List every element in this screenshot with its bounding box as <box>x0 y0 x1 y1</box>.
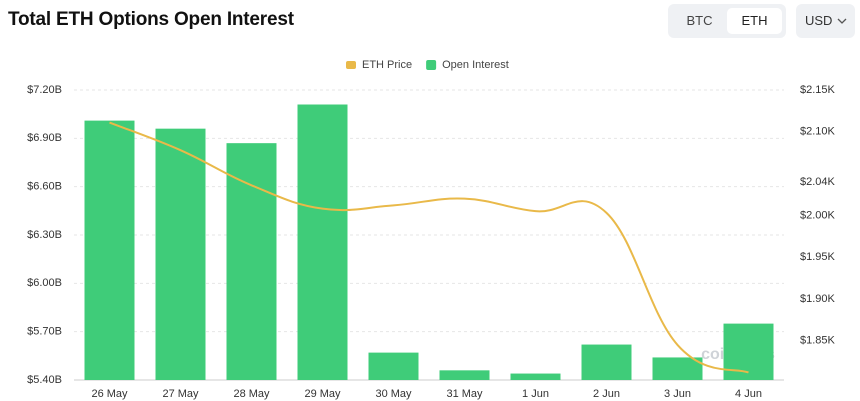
legend-swatch <box>346 61 356 69</box>
y-tick-label: $6.90B <box>27 132 62 144</box>
x-tick-label: 3 Jun <box>664 388 691 400</box>
y-tick-label: $6.00B <box>27 277 62 289</box>
x-tick-label: 1 Jun <box>522 388 549 400</box>
eth-tab[interactable]: ETH <box>727 8 782 34</box>
y2-tick-label: $2.00K <box>800 209 836 221</box>
bar <box>155 128 206 380</box>
y2-tick-label: $1.85K <box>800 335 836 347</box>
x-tick-label: 27 May <box>162 388 199 400</box>
y2-tick-label: $1.90K <box>800 293 836 305</box>
currency-label: USD <box>805 13 833 28</box>
x-tick-label: 26 May <box>91 388 128 400</box>
y-tick-label: $7.20B <box>27 84 62 96</box>
page-title: Total ETH Options Open Interest <box>8 9 294 30</box>
bar <box>510 373 561 380</box>
x-tick-label: 30 May <box>375 388 412 400</box>
y-tick-label: $6.30B <box>27 229 62 241</box>
y2-tick-label: $2.04K <box>800 176 836 188</box>
y-tick-label: $5.70B <box>27 326 62 338</box>
bar <box>581 344 632 380</box>
bar <box>297 104 348 380</box>
y-tick-label: $6.60B <box>27 181 62 193</box>
bar <box>439 370 490 380</box>
dropdown-arrow <box>837 18 847 24</box>
bar <box>368 352 419 380</box>
x-tick-label: 28 May <box>233 388 270 400</box>
coin-toggle: BTC ETH <box>668 4 786 38</box>
x-tick-label: 31 May <box>446 388 483 400</box>
y2-tick-label: $2.10K <box>800 126 836 138</box>
bar <box>226 143 277 380</box>
price-line <box>109 121 749 374</box>
bar <box>84 120 135 380</box>
currency-select[interactable]: USD <box>796 4 855 38</box>
x-tick-label: 29 May <box>304 388 341 400</box>
y-tick-label: $5.40B <box>27 374 62 386</box>
btc-tab[interactable]: BTC <box>686 13 713 28</box>
y2-tick-label: $2.15K <box>800 84 836 96</box>
bar <box>652 357 703 380</box>
legend-label: Open Interest <box>442 59 509 71</box>
x-tick-label: 2 Jun <box>593 388 620 400</box>
legend-swatch <box>426 60 437 70</box>
y2-tick-label: $1.95K <box>800 251 836 263</box>
legend-label: ETH Price <box>362 59 412 71</box>
x-tick-label: 4 Jun <box>735 388 762 400</box>
